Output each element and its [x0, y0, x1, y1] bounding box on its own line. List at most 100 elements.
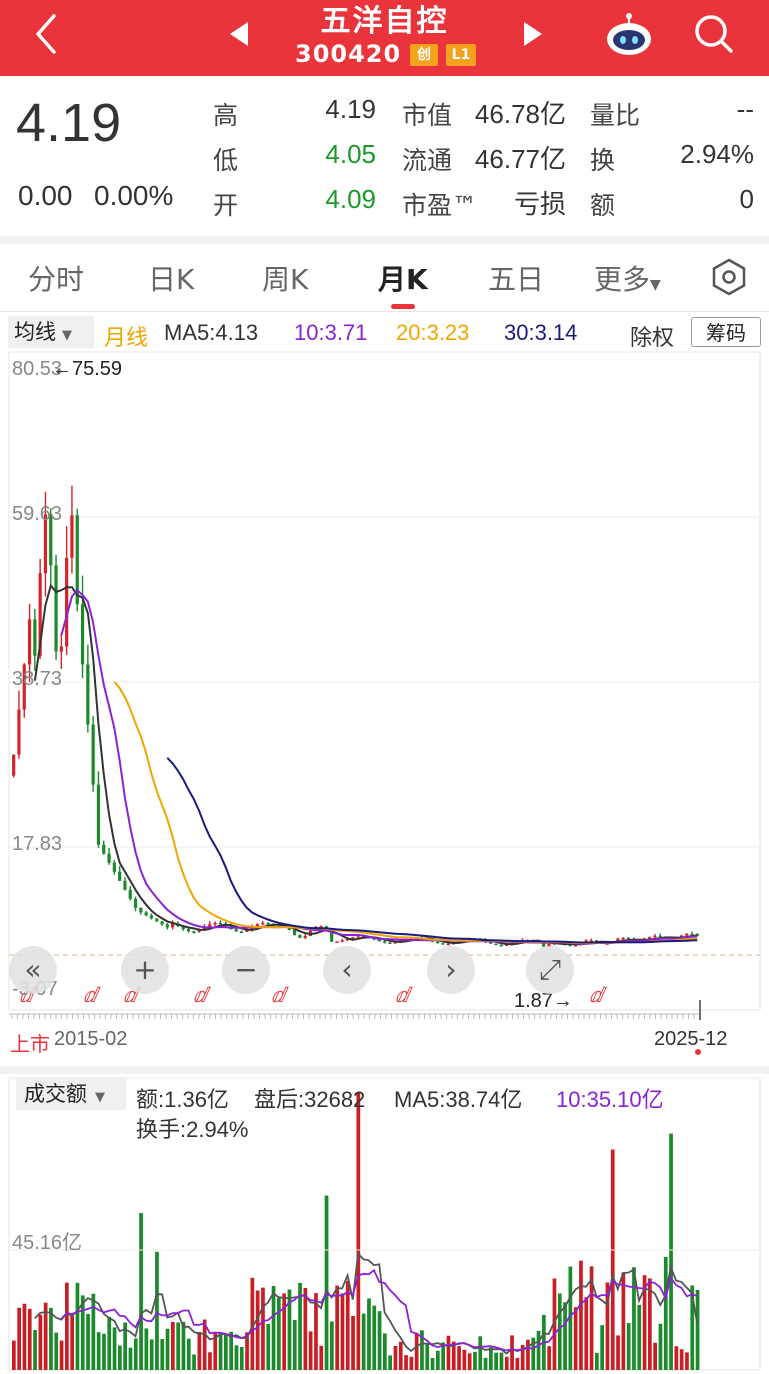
- candle-body: [128, 889, 132, 899]
- chart-settings-icon[interactable]: [710, 258, 748, 296]
- candle-body: [277, 926, 281, 928]
- volume-bar: [277, 1297, 281, 1370]
- candle-body: [102, 844, 106, 854]
- candle-body: [133, 898, 138, 908]
- volume-bar: [425, 1343, 430, 1370]
- zoom-in-icon[interactable]: +: [121, 946, 169, 994]
- volume-bar: [579, 1260, 583, 1370]
- zoom-out-all-icon[interactable]: «: [9, 946, 57, 994]
- volume-bar: [224, 1333, 228, 1370]
- volume-bar: [563, 1302, 567, 1370]
- tab-more[interactable]: 更多▼: [594, 258, 661, 298]
- robot-assistant-icon[interactable]: [604, 12, 654, 58]
- candle-body: [563, 942, 567, 945]
- candle-body: [192, 931, 196, 933]
- candle-body: [149, 915, 154, 919]
- current-price: 4.19: [16, 93, 122, 153]
- volume-bar: [186, 1338, 191, 1370]
- candle-body: [483, 940, 487, 942]
- volume-bar: [234, 1345, 239, 1370]
- candle-body: [155, 918, 159, 922]
- volume-bar: [70, 1315, 75, 1370]
- volume-bar: [568, 1266, 573, 1370]
- tab-monthly-k[interactable]: 月K: [378, 263, 428, 296]
- candle-body: [282, 926, 286, 928]
- indicator-dropdown[interactable]: 均线 ▼: [8, 316, 94, 348]
- tab-five-day[interactable]: 五日: [488, 263, 545, 296]
- low-marker: 1.87→: [514, 990, 573, 1012]
- volume-bar: [372, 1305, 377, 1370]
- candle-body: [451, 942, 456, 945]
- candle-body: [234, 929, 238, 932]
- fullscreen-icon[interactable]: ⤢: [526, 946, 574, 994]
- open-value: 4.09: [325, 184, 376, 214]
- tab-daily-k[interactable]: 日K: [148, 263, 195, 296]
- candle-body: [266, 922, 270, 925]
- volume-bar: [679, 1349, 684, 1370]
- volume-bar: [208, 1352, 212, 1370]
- candle-body: [324, 926, 328, 931]
- volume-bar: [261, 1287, 265, 1370]
- volume-bar: [648, 1278, 652, 1370]
- candle-body: [467, 938, 472, 941]
- volume-bar: [107, 1316, 112, 1370]
- volume-bar: [75, 1282, 80, 1370]
- volume-bar: [398, 1341, 403, 1370]
- candle-body: [510, 942, 514, 945]
- volume-bar: [547, 1346, 552, 1370]
- back-arrow-icon[interactable]: [28, 12, 68, 56]
- zoom-out-icon[interactable]: −: [222, 946, 270, 994]
- candle-body: [197, 930, 201, 932]
- candle-body: [653, 935, 657, 938]
- y-label-4: 17.83: [12, 833, 63, 855]
- candle-body: [536, 940, 540, 943]
- tab-intraday[interactable]: 分时: [28, 263, 85, 296]
- volume-bar: [446, 1335, 451, 1370]
- y-label-3: 38.73: [12, 668, 63, 690]
- volume-bar: [557, 1293, 562, 1370]
- volume-bar: [573, 1307, 578, 1370]
- dividend-marker: ⅆ: [271, 985, 289, 1007]
- volume-bar: [33, 1330, 37, 1370]
- level-badge: L1: [446, 44, 476, 66]
- next-stock-icon[interactable]: [520, 20, 546, 48]
- candle-body: [250, 927, 254, 930]
- candle-body: [504, 944, 509, 946]
- candle-body: [383, 941, 387, 943]
- volume-indicator-dropdown[interactable]: 成交额 ▼: [16, 1078, 126, 1110]
- candle-body: [685, 933, 689, 936]
- candle-body: [414, 937, 419, 939]
- volume-bar: [669, 1133, 673, 1370]
- candle-body: [663, 936, 668, 939]
- candle-body: [494, 943, 498, 946]
- candle-body: [605, 943, 609, 945]
- volume-bar: [266, 1323, 271, 1370]
- ma20-line: [113, 681, 698, 945]
- candle-body: [160, 921, 164, 925]
- candle-body: [478, 938, 482, 941]
- scroll-right-icon[interactable]: ›: [427, 946, 475, 994]
- chips-button[interactable]: 筹码: [691, 317, 761, 347]
- volume-bar: [292, 1320, 297, 1370]
- market-cap-value: 46.78亿: [474, 99, 566, 129]
- volume-bar: [626, 1323, 631, 1370]
- previous-stock-icon[interactable]: [226, 20, 252, 48]
- candle-body: [75, 515, 79, 605]
- candle-body: [33, 619, 37, 656]
- volume-bar: [181, 1321, 186, 1370]
- scroll-left-icon[interactable]: ‹: [323, 946, 371, 994]
- volume-bar: [483, 1357, 488, 1370]
- volume-bar: [690, 1285, 695, 1370]
- chevron-down-icon: ▼: [95, 1090, 105, 1105]
- volume-bar: [197, 1332, 202, 1370]
- search-icon[interactable]: [692, 12, 736, 56]
- ma30-line: [166, 757, 698, 944]
- ma5-value: MA5:4.13: [164, 320, 259, 345]
- active-tab-indicator: [391, 304, 415, 309]
- tab-weekly-k[interactable]: 周K: [262, 263, 309, 296]
- candle-body: [637, 941, 641, 943]
- volume-bar: [22, 1303, 27, 1370]
- dividend-marker: ⅆ: [193, 985, 211, 1007]
- candle-body: [372, 937, 376, 940]
- adjust-toggle[interactable]: 除权: [630, 325, 675, 350]
